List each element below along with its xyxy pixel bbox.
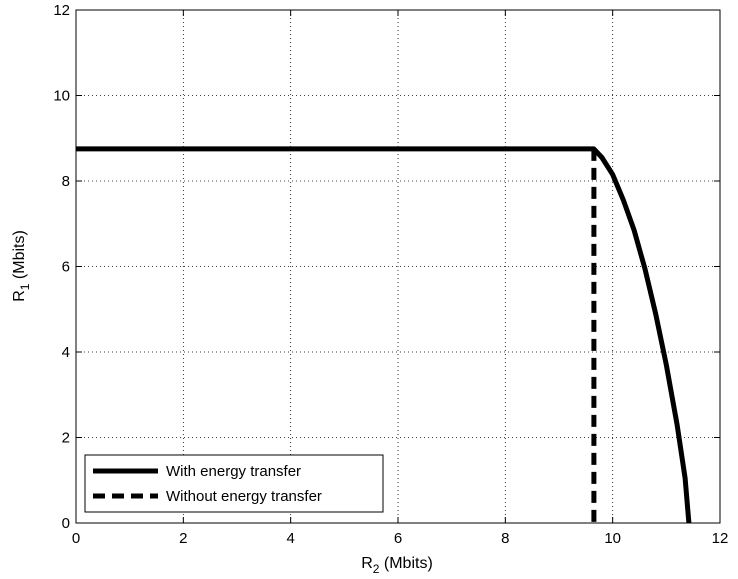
x-tick-label: 12 <box>712 530 729 547</box>
series-line-with-energy-transfer <box>76 146 692 524</box>
legend-box <box>84 454 384 513</box>
y-tick-label: 8 <box>62 173 70 190</box>
x-tick-label: 0 <box>72 530 80 547</box>
x-tick-label: 2 <box>179 530 187 547</box>
x-tick-label: 4 <box>286 530 294 547</box>
grid-lines <box>76 10 720 523</box>
y-tick-label: 0 <box>62 515 70 532</box>
legend-label-with-energy-transfer: With energy transfer <box>166 463 301 480</box>
y-tick-label: 4 <box>62 344 70 361</box>
legend: With energy transfer Without energy tran… <box>84 454 384 513</box>
legend-label-without-energy-transfer: Without energy transfer <box>166 488 322 505</box>
x-axis-label: R2 (Mbits) <box>361 555 433 576</box>
y-tick-label: 2 <box>62 430 70 447</box>
y-tick-label: 10 <box>53 88 70 105</box>
y-tick-label: 6 <box>62 259 70 276</box>
x-tick-labels: 0 2 4 6 8 10 12 <box>72 530 729 547</box>
tick-marks <box>75 9 721 524</box>
y-tick-label: 12 <box>53 2 70 19</box>
plot-area <box>76 146 692 524</box>
y-axis-label: R1 (Mbits) <box>11 230 32 302</box>
y-tick-labels: 0 2 4 6 8 10 12 <box>53 2 70 532</box>
x-tick-label: 8 <box>501 530 509 547</box>
x-tick-label: 6 <box>394 530 402 547</box>
x-tick-label: 10 <box>604 530 621 547</box>
